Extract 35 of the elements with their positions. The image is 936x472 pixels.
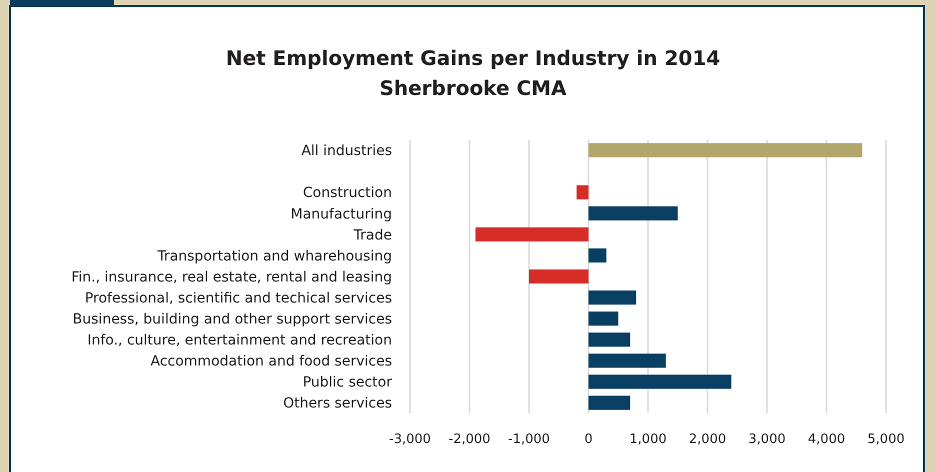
bar: [588, 396, 630, 410]
y-tick-label: All industries: [301, 143, 392, 160]
x-tick-label: -1,000: [508, 432, 550, 447]
y-tick-label: Others services: [283, 396, 392, 412]
y-tick-label: Trade: [352, 227, 392, 244]
y-tick-label: Construction: [302, 185, 392, 202]
bar: [588, 354, 666, 368]
chart-title: Net Employment Gains per Industry in 2014: [226, 46, 720, 70]
bar: [588, 312, 618, 326]
bar: [588, 290, 636, 305]
x-tick-label: 2,000: [688, 432, 726, 447]
chart-subtitle: Sherbrooke CMA: [379, 76, 568, 100]
x-tick-label: -3,000: [389, 432, 431, 447]
x-tick-label: -2,000: [448, 432, 490, 447]
bar: [588, 374, 732, 389]
y-tick-label: Accommodation and food services: [150, 354, 392, 370]
y-tick-label: Fin., insurance, real estate, rental and leasing: [71, 269, 392, 286]
bar: [529, 269, 588, 284]
bar: [588, 248, 606, 263]
y-tick-label: Business, building and other support services: [72, 311, 392, 328]
y-tick-label: Manufacturing: [290, 206, 392, 222]
x-tick-label: 4,000: [808, 432, 846, 447]
bar: [576, 185, 588, 200]
bar: [588, 332, 630, 347]
bar: [588, 206, 678, 220]
x-tick-label: 5,000: [867, 432, 905, 447]
y-tick-label: Transportation and wharehousing: [156, 248, 392, 264]
x-tick-label: 1,000: [629, 432, 667, 447]
y-tick-label: Info., culture, entertainment and recreation: [87, 332, 392, 349]
y-tick-label: Public sector: [302, 374, 392, 391]
x-tick-label: 0: [584, 432, 593, 447]
y-tick-label: Professional, scientific and techical services: [84, 290, 392, 306]
bar: [588, 143, 862, 158]
x-tick-label: 3,000: [748, 432, 786, 447]
bar: [475, 227, 588, 242]
